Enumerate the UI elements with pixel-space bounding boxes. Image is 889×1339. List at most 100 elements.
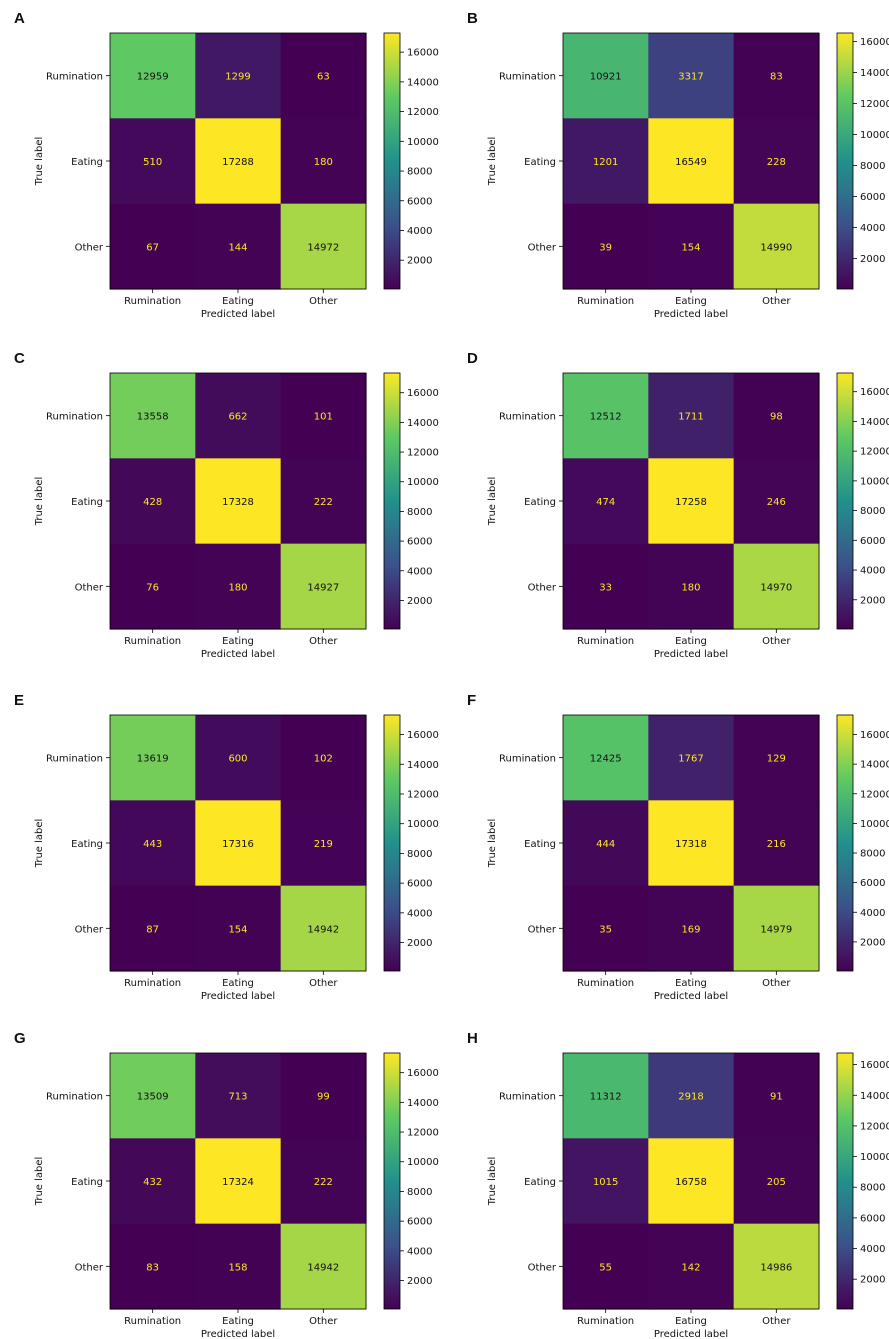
matrix-cell-r1-c1 bbox=[648, 1138, 735, 1225]
cell-value-r2-c2: 14990 bbox=[760, 242, 792, 253]
matrix-cell-r0-c1 bbox=[648, 33, 735, 119]
colorbar-tick-label: 2000 bbox=[860, 254, 885, 265]
y-axis-label: True label bbox=[487, 477, 498, 527]
matrix-cell-r2-c0 bbox=[563, 543, 649, 630]
matrix-cell-r0-c1 bbox=[648, 715, 735, 801]
cell-value-r0-c0: 10921 bbox=[590, 72, 622, 83]
confusion-matrix-panel-c: C 13558 662 101 428 17328 222 76 180 14927 Ruminat… bbox=[14, 350, 439, 660]
cell-value-r2-c2: 14972 bbox=[307, 242, 339, 253]
y-tick-label: Rumination bbox=[46, 754, 103, 765]
colorbar-tick-label: 8000 bbox=[860, 161, 885, 172]
colorbar-tick-label: 14000 bbox=[860, 68, 889, 79]
matrix-cell-r0-c1 bbox=[195, 1053, 282, 1139]
y-tick-label: Eating bbox=[71, 1177, 103, 1188]
cell-value-r1-c1: 17318 bbox=[675, 839, 707, 850]
cell-value-r0-c0: 11312 bbox=[590, 1092, 622, 1103]
matrix-cell-r2-c2 bbox=[280, 543, 367, 630]
colorbar-tick-label: 10000 bbox=[860, 1152, 889, 1163]
x-axis-label: Predicted label bbox=[201, 1329, 275, 1339]
cell-value-r0-c2: 83 bbox=[770, 72, 783, 83]
cell-value-r0-c0: 13619 bbox=[137, 754, 169, 765]
matrix-cell-r2-c2 bbox=[280, 1223, 367, 1310]
colorbar-tick-label: 16000 bbox=[407, 48, 439, 59]
matrix-cell-r2-c2 bbox=[733, 885, 820, 972]
cell-value-r0-c1: 2918 bbox=[678, 1092, 703, 1103]
colorbar-tick-label: 6000 bbox=[407, 879, 432, 890]
cell-value-r2-c1: 158 bbox=[228, 1262, 247, 1273]
colorbar-tick-label: 2000 bbox=[407, 256, 432, 267]
matrix-cell-r2-c1 bbox=[195, 203, 282, 290]
cell-value-r0-c2: 102 bbox=[314, 754, 333, 765]
colorbar-tick-label: 16000 bbox=[860, 1060, 889, 1071]
matrix-cell-r1-c1 bbox=[195, 800, 282, 887]
cell-value-r0-c1: 1767 bbox=[678, 754, 703, 765]
panel-label: A bbox=[14, 10, 25, 27]
colorbar bbox=[383, 714, 401, 972]
cell-value-r2-c2: 14986 bbox=[760, 1262, 792, 1273]
x-tick-label: Eating bbox=[675, 1316, 707, 1327]
matrix-cell-r1-c1 bbox=[195, 458, 282, 545]
colorbar bbox=[383, 32, 401, 290]
matrix-cell-r0-c2 bbox=[280, 715, 367, 801]
matrix-cell-r1-c0 bbox=[110, 118, 196, 205]
cell-value-r0-c1: 1711 bbox=[678, 412, 703, 423]
colorbar-tick-label: 6000 bbox=[407, 537, 432, 548]
colorbar-tick-label: 8000 bbox=[407, 167, 432, 178]
colorbar-tick-label: 6000 bbox=[860, 1213, 885, 1224]
cell-value-r2-c1: 154 bbox=[228, 924, 247, 935]
y-axis-label: True label bbox=[487, 1157, 498, 1207]
colorbar-tick-label: 12000 bbox=[860, 99, 889, 110]
cell-value-r0-c1: 713 bbox=[228, 1092, 247, 1103]
cell-value-r1-c2: 222 bbox=[314, 497, 333, 508]
y-axis-label: True label bbox=[487, 137, 498, 187]
matrix-cell-r1-c2 bbox=[280, 118, 367, 205]
cell-value-r1-c1: 16549 bbox=[675, 157, 707, 168]
matrix-cell-r0-c2 bbox=[280, 33, 367, 119]
x-axis-label: Predicted label bbox=[201, 309, 275, 320]
colorbar-tick-label: 10000 bbox=[860, 476, 889, 487]
y-axis-label: True label bbox=[34, 137, 45, 187]
colorbar-tick-label: 2000 bbox=[407, 1276, 432, 1287]
confusion-matrix-panel-f: F 12425 1767 129 444 17318 216 35 169 14979 Rumina… bbox=[467, 692, 889, 1002]
colorbar-tick-label: 4000 bbox=[407, 908, 432, 919]
colorbar-tick-label: 12000 bbox=[407, 448, 439, 459]
y-tick-label: Rumination bbox=[499, 412, 556, 423]
colorbar-tick-label: 8000 bbox=[407, 849, 432, 860]
confusion-matrix-panel-e: E 13619 600 102 443 17316 219 87 154 14942 Ruminat… bbox=[14, 692, 439, 1002]
colorbar-tick-label: 6000 bbox=[860, 192, 885, 203]
cell-value-r1-c1: 17316 bbox=[222, 839, 254, 850]
matrix-cell-r0-c0 bbox=[563, 715, 649, 801]
colorbar-tick-label: 2000 bbox=[860, 595, 885, 606]
y-tick-label: Eating bbox=[524, 157, 556, 168]
matrix-cell-r2-c1 bbox=[648, 203, 735, 290]
cell-value-r1-c2: 246 bbox=[767, 497, 786, 508]
y-tick-label: Rumination bbox=[499, 1092, 556, 1103]
confusion-matrix-panel-h: H 11312 2918 91 1015 16758 205 55 142 14986 Rumina… bbox=[467, 1030, 889, 1339]
x-tick-label: Eating bbox=[675, 296, 707, 307]
matrix-cell-r0-c0 bbox=[563, 1053, 649, 1139]
cell-value-r0-c0: 12425 bbox=[590, 754, 622, 765]
x-tick-label: Eating bbox=[222, 978, 254, 989]
matrix-cell-r1-c1 bbox=[195, 1138, 282, 1225]
matrix-cell-r0-c1 bbox=[648, 373, 735, 459]
cell-value-r0-c1: 662 bbox=[228, 412, 247, 423]
cell-value-r0-c1: 3317 bbox=[678, 72, 703, 83]
cell-value-r0-c2: 101 bbox=[314, 412, 333, 423]
matrix-cell-r1-c2 bbox=[733, 118, 820, 205]
x-tick-label: Eating bbox=[675, 978, 707, 989]
matrix-cell-r2-c1 bbox=[648, 885, 735, 972]
cell-value-r2-c2: 14970 bbox=[760, 582, 792, 593]
colorbar bbox=[383, 372, 401, 630]
x-tick-label: Rumination bbox=[124, 1316, 181, 1327]
cell-value-r1-c0: 510 bbox=[143, 157, 162, 168]
matrix-cell-r0-c2 bbox=[280, 373, 367, 459]
colorbar-tick-label: 4000 bbox=[860, 1244, 885, 1255]
colorbar-tick-label: 2000 bbox=[860, 937, 885, 948]
cell-value-r1-c0: 1015 bbox=[593, 1177, 618, 1188]
colorbar-tick-label: 16000 bbox=[407, 730, 439, 741]
x-tick-label: Rumination bbox=[577, 296, 634, 307]
matrix-cell-r2-c1 bbox=[195, 885, 282, 972]
x-tick-label: Rumination bbox=[577, 1316, 634, 1327]
confusion-matrix-panel-g: G 13509 713 99 432 17324 222 83 158 14942 Ruminati… bbox=[14, 1030, 439, 1339]
matrix-cell-r1-c2 bbox=[280, 458, 367, 545]
